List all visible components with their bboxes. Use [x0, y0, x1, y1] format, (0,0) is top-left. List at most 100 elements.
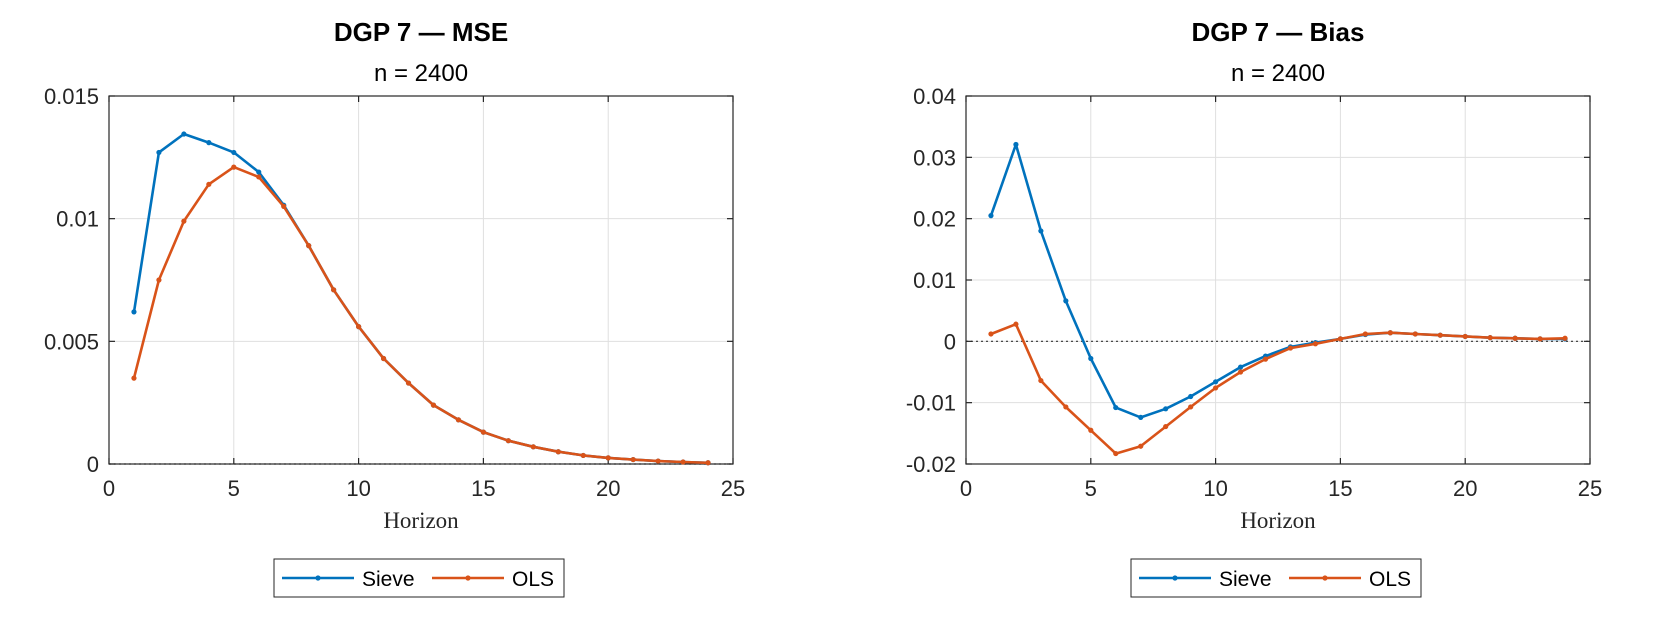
- y-tick-label: 0.015: [44, 84, 99, 109]
- ticks: 0 5 10 15 20 25 0 0.005 0.01 0.015: [44, 84, 745, 501]
- chart-panel-1: 0 5 10 15 20 25 0 0.005 0.01 0.015 DGP 7 — MSE n = …: [44, 17, 745, 598]
- data-point-sieve: [1237, 364, 1244, 370]
- legend-entry-sieve: Sieve: [1139, 568, 1272, 591]
- data-point-ols: [156, 277, 162, 283]
- data-point-ols: [206, 181, 212, 187]
- data-point-ols: [1437, 332, 1443, 338]
- data-point-sieve: [1088, 355, 1094, 362]
- data-point-sieve: [256, 169, 262, 175]
- data-point-ols: [1487, 335, 1493, 341]
- data-point-ols: [1088, 427, 1094, 433]
- x-axis-label: Horizon: [1240, 508, 1316, 533]
- series-ols: [131, 164, 711, 466]
- ticks: 0 5 10 15 20 25 -0.02 -0.01 0 0.01 0.02 0.03 0.04: [906, 84, 1602, 501]
- x-tick-label: 20: [1453, 476, 1477, 501]
- y-tick-label: 0.04: [913, 84, 956, 109]
- data-point-ols: [430, 402, 437, 408]
- data-point-ols: [480, 429, 486, 435]
- y-tick-label: 0.01: [913, 268, 956, 293]
- data-point-ols: [181, 218, 187, 224]
- data-point-sieve: [131, 309, 137, 315]
- chart-title: DGP 7 — MSE: [334, 17, 508, 47]
- x-tick-label: 0: [960, 476, 972, 501]
- data-point-ols: [1262, 356, 1269, 362]
- plot-area: [109, 96, 733, 464]
- chart-subtitle: n = 2400: [1231, 60, 1325, 87]
- x-tick-label: 5: [1085, 476, 1097, 501]
- data-point-ols: [1562, 335, 1568, 341]
- data-point-ols: [1387, 330, 1393, 336]
- data-point-sieve: [1188, 393, 1194, 400]
- data-point-sieve: [231, 149, 237, 156]
- chart-title: DGP 7 — Bias: [1192, 17, 1365, 47]
- data-point-sieve: [988, 213, 994, 219]
- data-point-ols: [1287, 345, 1294, 351]
- legend-label: Sieve: [362, 568, 415, 591]
- data-point-ols: [1013, 321, 1019, 327]
- y-tick-label: 0.02: [913, 207, 956, 232]
- y-tick-label: 0: [87, 452, 99, 477]
- x-tick-label: 15: [1328, 476, 1352, 501]
- data-point-ols: [530, 444, 536, 450]
- y-tick-label: 0.01: [56, 207, 99, 232]
- legend: Sieve OLS: [1130, 558, 1422, 598]
- data-point-sieve: [1163, 406, 1169, 412]
- data-point-ols: [331, 287, 337, 293]
- data-point-ols: [680, 459, 686, 465]
- data-point-sieve: [1013, 141, 1019, 148]
- data-point-ols: [555, 449, 561, 455]
- x-tick-label: 25: [721, 476, 745, 501]
- x-tick-label: 5: [228, 476, 240, 501]
- data-point-ols: [281, 203, 287, 209]
- legend-entry-ols: OLS: [1289, 568, 1411, 591]
- legend-label: OLS: [1369, 568, 1411, 591]
- data-point-ols: [1213, 385, 1219, 391]
- axes-box: [108, 95, 734, 465]
- data-point-ols: [1138, 443, 1144, 449]
- data-point-ols: [405, 380, 412, 386]
- legend-marker: [1322, 575, 1328, 581]
- data-point-ols: [1512, 335, 1518, 341]
- y-tick-label: -0.02: [906, 452, 956, 477]
- legend-label: OLS: [512, 568, 554, 591]
- data-point-ols: [1412, 331, 1418, 337]
- x-tick-label: 25: [1578, 476, 1602, 501]
- data-point-ols: [1188, 404, 1194, 410]
- data-point-ols: [580, 452, 586, 459]
- data-point-sieve: [1213, 379, 1219, 385]
- data-point-ols: [455, 417, 462, 423]
- x-tick-label: 10: [346, 476, 370, 501]
- y-tick-label: 0.005: [44, 329, 99, 354]
- data-point-sieve: [156, 149, 162, 156]
- x-axis-label: Horizon: [383, 508, 459, 533]
- data-point-sieve: [1038, 228, 1044, 234]
- x-tick-label: 0: [103, 476, 115, 501]
- legend: Sieve OLS: [273, 558, 565, 598]
- data-point-ols: [256, 174, 262, 180]
- series-ols: [988, 321, 1568, 457]
- data-point-ols: [1462, 333, 1468, 340]
- legend-entry-sieve: Sieve: [282, 568, 415, 591]
- data-point-ols: [1312, 341, 1319, 347]
- data-point-ols: [655, 458, 661, 464]
- chart-panel-2: 0 5 10 15 20 25 -0.02 -0.01 0 0.01 0.02 0.03 0.04 DGP…: [906, 17, 1602, 598]
- data-point-ols: [1163, 423, 1169, 430]
- data-point-ols: [1237, 369, 1244, 375]
- chart-subtitle: n = 2400: [374, 60, 468, 87]
- legend-label: Sieve: [1219, 568, 1272, 591]
- data-point-ols: [1113, 450, 1119, 457]
- data-point-ols: [231, 164, 237, 170]
- data-point-ols: [306, 243, 312, 249]
- data-point-ols: [380, 355, 387, 362]
- data-point-ols: [988, 331, 994, 337]
- data-point-sieve: [1063, 298, 1069, 304]
- data-point-ols: [1362, 331, 1368, 337]
- data-point-ols: [1038, 377, 1044, 384]
- x-tick-label: 10: [1203, 476, 1227, 501]
- data-point-ols: [605, 455, 611, 461]
- legend-marker: [465, 575, 471, 581]
- legend-marker: [315, 575, 321, 581]
- y-tick-label: 0.03: [913, 145, 956, 170]
- data-point-sieve: [206, 140, 212, 146]
